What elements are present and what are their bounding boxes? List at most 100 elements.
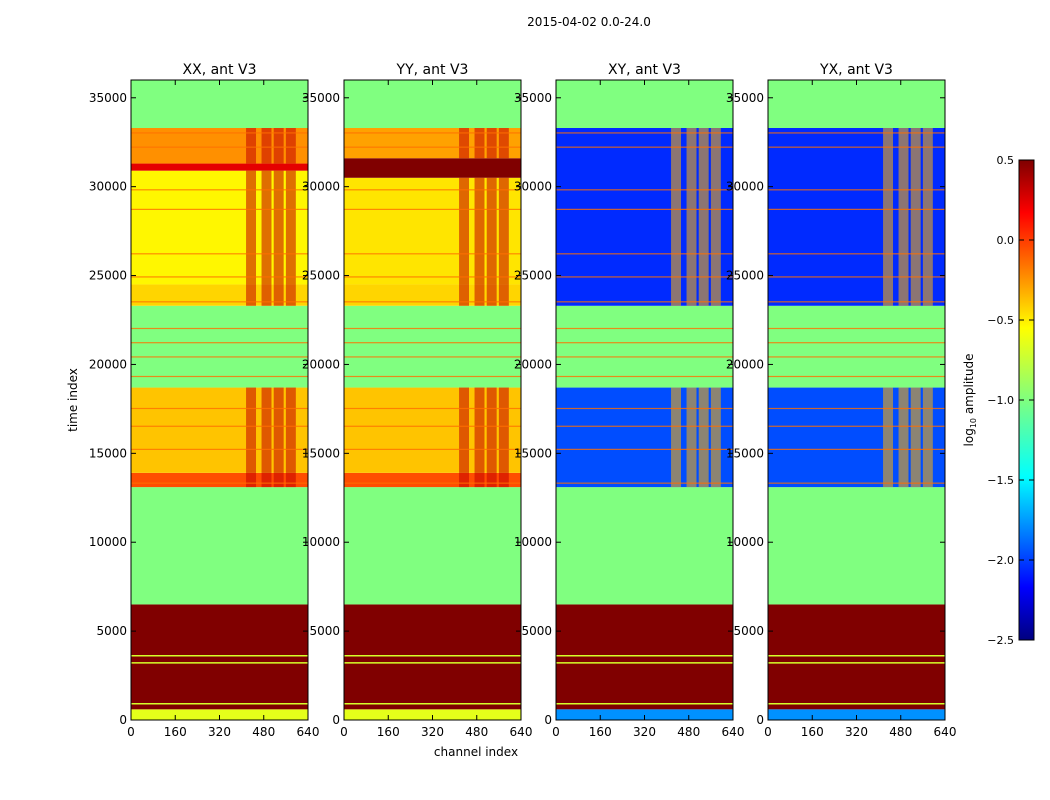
x-tick-label: 320	[633, 725, 656, 739]
heatmap-hot-column	[285, 170, 296, 285]
heatmap-panel-2: YY, ant V3 0 160 320 480 640 0 5000 10000 15000 20…	[302, 62, 533, 739]
heatmap-hot-column	[474, 128, 485, 159]
heatmap-hot-column	[710, 128, 721, 306]
heatmap-strip	[768, 703, 945, 705]
x-tick-label: 0	[764, 725, 772, 739]
heatmap-hot-column	[883, 387, 894, 488]
heatmap-hot-column	[261, 128, 272, 164]
colorbar-label-main: log	[962, 428, 976, 446]
heatmap-strip	[131, 482, 308, 484]
heatmap-strip	[556, 189, 733, 191]
heatmap-hot-column	[474, 472, 485, 488]
y-tick-label: 25000	[302, 269, 340, 283]
heatmap-hot-column	[671, 387, 682, 488]
heatmap-hot-column	[285, 128, 296, 164]
heatmap-hot-column	[698, 387, 709, 488]
heatmap-hot-column	[273, 284, 284, 306]
heatmap-hot-column	[686, 387, 697, 488]
heatmap-strip	[556, 301, 733, 303]
y-tick-label: 5000	[309, 624, 340, 638]
heatmap-strip	[556, 253, 733, 255]
heatmap-hot-column	[486, 387, 497, 473]
heatmap-hot-column	[883, 128, 894, 306]
y-tick-label: 30000	[726, 180, 764, 194]
heatmap-band	[344, 604, 521, 710]
heatmap-hot-column	[486, 128, 497, 159]
heatmap-strip	[131, 655, 308, 657]
heatmap-hot-column	[459, 387, 470, 473]
colorbar-ticks: 0.5 0.0 −0.5 −1.0 −1.5 −2.0 −2.5	[987, 154, 1034, 647]
colorbar-label-rest: amplitude	[962, 354, 976, 418]
heatmap-strip	[556, 482, 733, 484]
heatmap-hot-column	[246, 472, 257, 488]
heatmap-hot-column	[246, 128, 257, 164]
heatmap-strip	[344, 482, 521, 484]
x-tick-label: 640	[722, 725, 745, 739]
x-tick-label: 320	[208, 725, 231, 739]
heatmap-strip	[556, 208, 733, 210]
heatmap-strip	[344, 342, 521, 344]
heatmap-strip	[556, 132, 733, 134]
heatmap-band	[344, 487, 521, 605]
y-tick-label: 35000	[514, 91, 552, 105]
colorbar-tick-label: −2.5	[987, 634, 1014, 647]
x-axis-label: channel index	[434, 745, 518, 759]
x-tick-label: 480	[677, 725, 700, 739]
heatmap-strip	[556, 146, 733, 148]
heatmap-hot-column	[273, 472, 284, 488]
heatmap-strip	[344, 703, 521, 705]
heatmap-strip	[131, 703, 308, 705]
heatmap-band	[131, 604, 308, 710]
heatmap-strip	[344, 276, 521, 278]
y-tick-label: 15000	[302, 446, 340, 460]
colorbar-tick-label: −2.0	[987, 554, 1014, 567]
heatmap-strip	[768, 189, 945, 191]
colorbar-tick-label: 0.0	[997, 234, 1015, 247]
x-tick-label: 320	[845, 725, 868, 739]
panel-title: YY, ant V3	[396, 62, 469, 78]
heatmap-strip	[344, 448, 521, 450]
heatmap-strip	[344, 356, 521, 358]
heatmap-band	[768, 709, 945, 720]
heatmap-hot-column	[474, 387, 485, 473]
heatmap-strip	[131, 425, 308, 427]
heatmap-hot-column	[910, 387, 921, 488]
y-tick-label: 35000	[89, 91, 127, 105]
y-tick-label: 30000	[514, 180, 552, 194]
heatmap-hot-column	[486, 177, 497, 285]
colorbar-tick-label: 0.5	[997, 154, 1015, 167]
heatmap-hot-column	[273, 387, 284, 473]
heatmap-strip	[556, 655, 733, 657]
y-tick-label: 20000	[302, 357, 340, 371]
figure-suptitle: 2015-04-02 0.0-24.0	[527, 15, 651, 29]
heatmap-hot-column	[459, 284, 470, 306]
heatmap-band	[768, 604, 945, 710]
y-tick-label: 25000	[726, 269, 764, 283]
heatmap-hot-column	[246, 387, 257, 473]
heatmap-strip	[131, 189, 308, 191]
heatmap-hot-column	[922, 387, 933, 488]
heatmap-strip	[556, 375, 733, 378]
x-tick-label: 640	[510, 725, 533, 739]
heatmap-strip	[768, 253, 945, 255]
heatmap-panel-4: YX, ant V3 0 160 320 480 640 0 5000 10000 15000 20…	[726, 62, 957, 739]
x-tick-label: 320	[421, 725, 444, 739]
heatmap-hot-column	[498, 177, 509, 285]
heatmap-strip	[131, 662, 308, 664]
heatmap-band	[344, 305, 521, 388]
y-tick-label: 15000	[514, 446, 552, 460]
heatmap-hot-column	[273, 170, 284, 285]
heatmap-band	[768, 80, 945, 128]
y-axis-label: time index	[66, 368, 80, 432]
y-tick-label: 5000	[733, 624, 764, 638]
heatmap-strip	[556, 448, 733, 450]
y-tick-label: 10000	[89, 535, 127, 549]
heatmap-hot-column	[898, 387, 909, 488]
heatmap-strip	[131, 132, 308, 134]
heatmap-panel-3: XY, ant V3 0 160 320 480 640 0 5000 10000 15000 20…	[514, 62, 745, 739]
heatmap-band	[768, 305, 945, 388]
heatmap-hot-column	[246, 170, 257, 285]
heatmap-strip	[344, 655, 521, 657]
y-tick-label: 15000	[89, 446, 127, 460]
heatmap-hot-column	[261, 387, 272, 473]
